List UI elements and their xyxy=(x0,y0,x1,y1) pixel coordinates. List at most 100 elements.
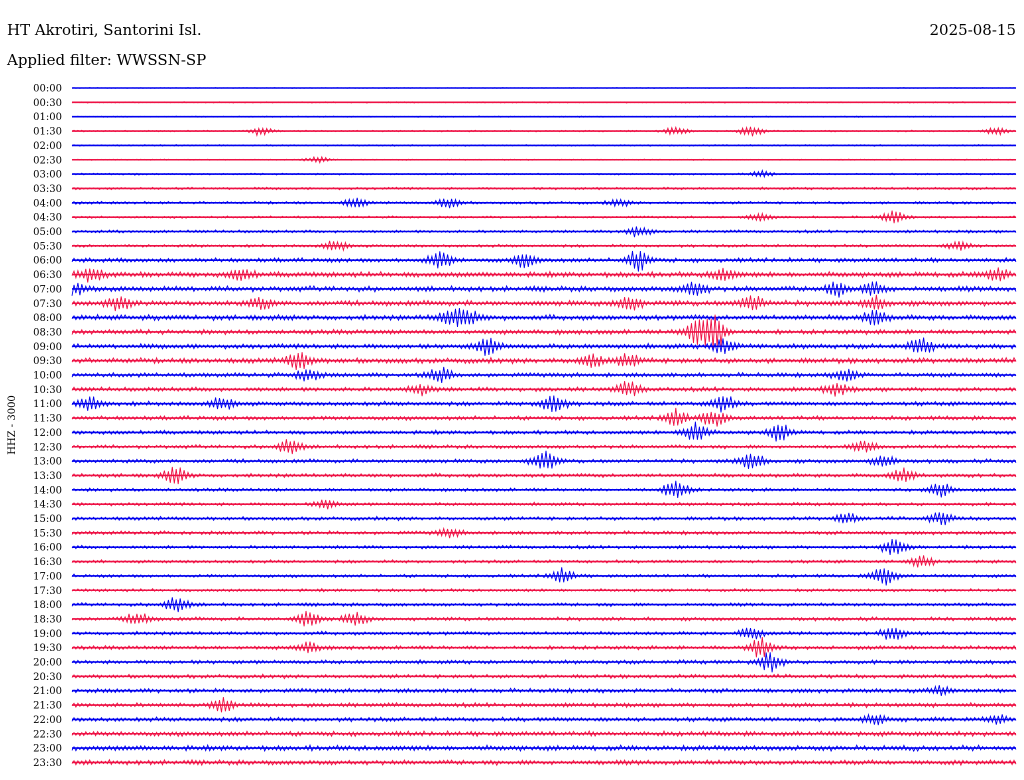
time-label-1830: 18:30 xyxy=(33,614,62,625)
trace-0300 xyxy=(71,169,1017,179)
trace-2000 xyxy=(71,652,1017,673)
time-label-1500: 15:00 xyxy=(33,514,62,525)
time-label-2000: 20:00 xyxy=(33,658,62,669)
time-label-2100: 21:00 xyxy=(33,686,62,697)
time-label-1600: 16:00 xyxy=(33,543,62,554)
trace-1130 xyxy=(71,407,1017,427)
trace-2330 xyxy=(71,758,1017,767)
time-label-1030: 10:30 xyxy=(33,385,62,396)
channel-axis-label: HHZ - 3000 xyxy=(7,395,18,455)
time-label-0700: 07:00 xyxy=(33,284,62,295)
trace-0700 xyxy=(71,281,1017,298)
time-label-2130: 21:30 xyxy=(33,701,62,712)
time-label-0400: 04:00 xyxy=(33,198,62,209)
trace-1600 xyxy=(71,539,1017,555)
trace-1400 xyxy=(71,480,1017,498)
trace-1300 xyxy=(71,450,1017,469)
time-label-1000: 10:00 xyxy=(33,371,62,382)
trace-0130 xyxy=(71,125,1017,138)
time-label-2330: 23:30 xyxy=(33,758,62,769)
time-label-1930: 19:30 xyxy=(33,643,62,654)
trace-0330 xyxy=(71,186,1017,191)
time-label-1230: 12:30 xyxy=(33,442,62,453)
time-label-group: 00:00 00:30 01:00 01:30 02:00 02:30 03:00 03:30… xyxy=(33,84,62,769)
trace-0500 xyxy=(71,226,1017,238)
trace-1200 xyxy=(71,421,1017,442)
filter-label: Applied filter: WWSSN-SP xyxy=(7,51,207,69)
time-label-0630: 06:30 xyxy=(33,270,62,281)
trace-1930 xyxy=(71,637,1017,658)
time-label-1530: 15:30 xyxy=(33,528,62,539)
trace-0230 xyxy=(71,155,1017,165)
station-title: HT Akrotiri, Santorini Isl. xyxy=(7,21,202,39)
trace-1530 xyxy=(71,526,1017,539)
trace-1830 xyxy=(71,610,1017,627)
trace-0000 xyxy=(71,87,1017,89)
time-label-0830: 08:30 xyxy=(33,327,62,338)
time-label-0300: 03:00 xyxy=(33,170,62,181)
time-label-1730: 17:30 xyxy=(33,586,62,597)
time-label-1800: 18:00 xyxy=(33,600,62,611)
trace-0600 xyxy=(71,250,1017,272)
trace-2130 xyxy=(71,696,1017,713)
trace-1000 xyxy=(71,366,1017,383)
trace-1030 xyxy=(71,381,1017,397)
trace-2030 xyxy=(71,673,1017,680)
time-label-2030: 20:30 xyxy=(33,672,62,683)
trace-1730 xyxy=(71,587,1017,593)
trace-0430 xyxy=(71,210,1017,224)
time-label-1130: 11:30 xyxy=(33,414,62,425)
time-label-1100: 11:00 xyxy=(33,399,62,410)
trace-0830 xyxy=(71,314,1017,349)
time-label-1700: 17:00 xyxy=(33,571,62,582)
time-label-0900: 09:00 xyxy=(33,342,62,353)
time-label-0100: 01:00 xyxy=(33,112,62,123)
trace-1100 xyxy=(71,395,1017,413)
record-date: 2025-08-15 xyxy=(929,21,1016,39)
time-label-1330: 13:30 xyxy=(33,471,62,482)
trace-0630 xyxy=(71,267,1017,283)
time-label-0800: 08:00 xyxy=(33,313,62,324)
trace-1900 xyxy=(71,627,1017,640)
time-label-0530: 05:30 xyxy=(33,241,62,252)
time-label-0200: 02:00 xyxy=(33,141,62,152)
trace-2200 xyxy=(71,712,1017,726)
time-label-0730: 07:30 xyxy=(33,299,62,310)
time-label-1900: 19:00 xyxy=(33,629,62,640)
trace-1430 xyxy=(71,499,1017,510)
time-label-2230: 22:30 xyxy=(33,729,62,740)
trace-0730 xyxy=(71,294,1017,312)
trace-group xyxy=(71,87,1017,767)
time-label-1430: 14:30 xyxy=(33,500,62,511)
trace-0030 xyxy=(71,101,1017,104)
time-label-0130: 01:30 xyxy=(33,127,62,138)
trace-0200 xyxy=(71,144,1017,147)
trace-1700 xyxy=(71,567,1017,586)
time-label-0000: 00:00 xyxy=(33,84,62,95)
trace-0530 xyxy=(71,240,1017,252)
time-label-0500: 05:00 xyxy=(33,227,62,238)
time-label-0330: 03:30 xyxy=(33,184,62,195)
time-label-0600: 06:00 xyxy=(33,256,62,267)
trace-2230 xyxy=(71,729,1017,738)
trace-0400 xyxy=(71,197,1017,209)
time-label-1200: 12:00 xyxy=(33,428,62,439)
trace-1500 xyxy=(71,512,1017,526)
trace-0800 xyxy=(71,308,1017,328)
time-label-0930: 09:30 xyxy=(33,356,62,367)
time-label-2200: 22:00 xyxy=(33,715,62,726)
trace-1800 xyxy=(71,597,1017,613)
trace-0900 xyxy=(71,337,1017,356)
trace-2300 xyxy=(71,743,1017,753)
time-label-0230: 02:30 xyxy=(33,155,62,166)
time-label-0030: 00:30 xyxy=(33,98,62,109)
trace-2100 xyxy=(71,684,1017,697)
trace-1230 xyxy=(71,439,1017,455)
trace-0100 xyxy=(71,115,1017,118)
trace-1330 xyxy=(71,466,1017,485)
time-label-0430: 04:30 xyxy=(33,213,62,224)
time-label-2300: 23:00 xyxy=(33,744,62,755)
trace-1630 xyxy=(71,555,1017,568)
trace-0930 xyxy=(71,352,1017,370)
